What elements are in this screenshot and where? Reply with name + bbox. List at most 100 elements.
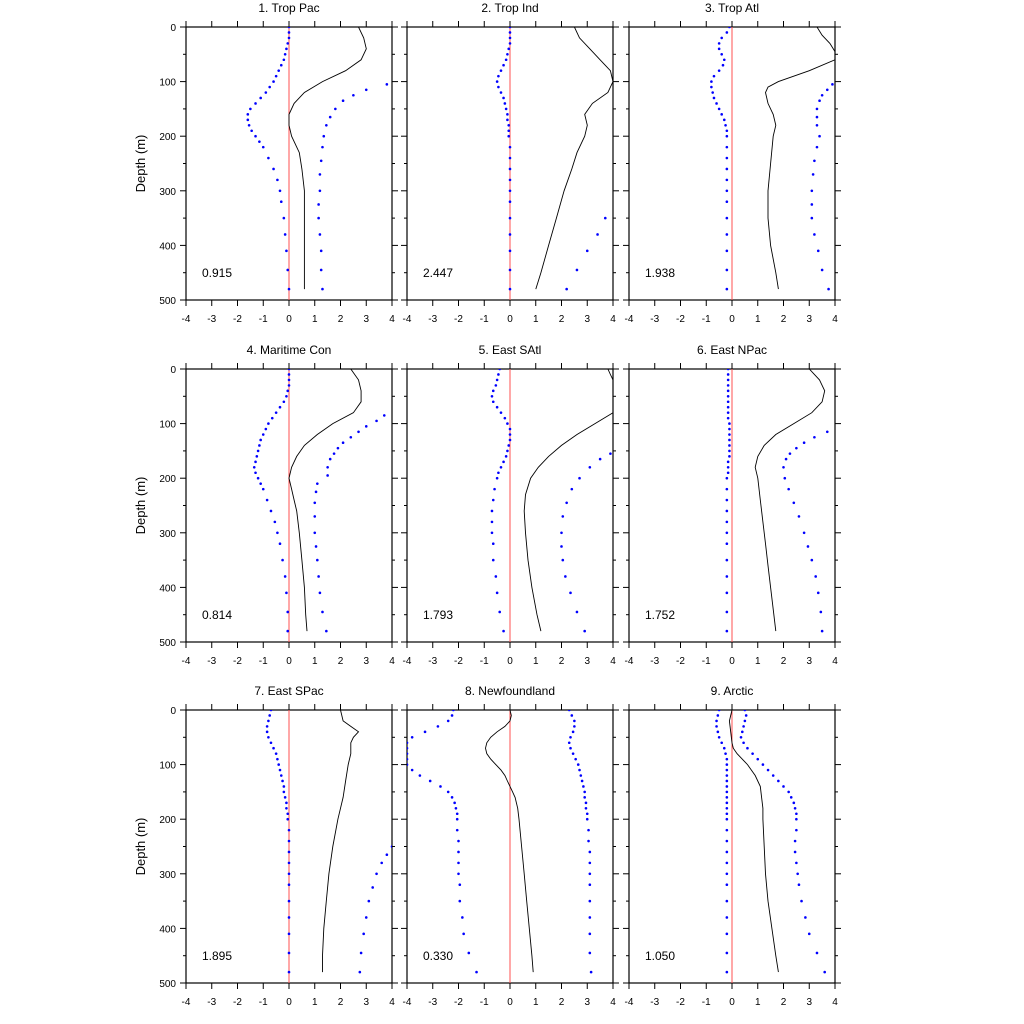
panel-6-dots-right-point (782, 465, 785, 469)
panel-3-dots-right-point (813, 159, 816, 163)
panel-4-dots-left-point (273, 520, 277, 524)
panel-4-dots-right-point (313, 515, 317, 518)
panel-6-dots-right-point (806, 545, 810, 548)
panel-1-ytick-label-1: 100 (159, 78, 176, 89)
panel-3-dots-left-point (728, 27, 731, 29)
panel-3-xtick-label-5: 1 (755, 314, 761, 325)
panel-9-dots-left-point (725, 828, 729, 832)
panel-5-dots-left-point (508, 427, 512, 431)
panel-9-dots-right-point (795, 828, 798, 832)
panel-3-dots-right-point (816, 249, 820, 253)
panel-4-dots-right-point (316, 558, 319, 562)
panel-6-dots-left-point (726, 405, 730, 409)
panel-6-dots-right-point (819, 610, 823, 614)
panel-3-dots-right-point (831, 83, 834, 86)
panel-5-data (490, 369, 613, 642)
panel-2-xtick-label-5: 1 (533, 314, 539, 325)
panel-6-dots-right-point (813, 435, 816, 439)
panel-6-dots-right-point (787, 487, 790, 491)
panel-6-title: 6. East NPac (697, 343, 767, 357)
panel-8-dots-left-point (457, 850, 460, 854)
panel-6-dots-left-point (728, 438, 731, 442)
panel-7-dots-right-point (371, 886, 374, 889)
panel-4-xtick-label-0: -4 (182, 656, 191, 667)
panel-9-dots-right-point (823, 970, 826, 974)
panel-5-xtick-label-2: -2 (454, 656, 463, 667)
panel-7-stat: 1.895 (202, 949, 232, 963)
panel-9-xtick-label-3: -1 (702, 997, 711, 1008)
panel-7-xtick-label-4: 0 (286, 997, 292, 1008)
panel-8-dots-right-point (588, 932, 592, 936)
panel-8-xtick-label-3: -1 (480, 997, 489, 1008)
panel-9-dots-left-point (716, 714, 720, 717)
panel-8-dots-right-point (583, 796, 586, 799)
panel-5-dots-left-point (504, 455, 508, 458)
panel-8-dots-left-point (446, 790, 450, 794)
panel-7-dots-left-point (286, 817, 290, 821)
panel-2-dots-left-point (507, 129, 511, 133)
panel-2-dots-right-point (565, 287, 568, 291)
panel-5-dots-right-point (583, 629, 586, 633)
panel-4-dots-left-point (258, 444, 261, 447)
panel-3-dots-right-point (815, 145, 819, 149)
panel-9-dots-right-point (793, 850, 797, 854)
panel-8-dots-right-point (574, 757, 577, 761)
panel-5-stat: 1.793 (423, 608, 453, 622)
panel-3-xtick-label-4: 0 (729, 314, 735, 325)
panel-2-dots-left-point (508, 167, 512, 171)
panel-3-dots-right-point (813, 233, 816, 236)
panel-1-dots-left-point (250, 129, 253, 133)
panel-8-dots-left-point (410, 736, 414, 739)
panel-8-dots-left-point (457, 872, 460, 876)
panel-8-dots-right-point (585, 812, 589, 816)
panel-5-dots-left-point (490, 395, 494, 398)
panel-2-xtick-label-7: 3 (584, 314, 590, 325)
panel-6-dots-left-point (725, 629, 729, 633)
panel-9-dots-right-point (795, 861, 798, 865)
panel-7-dots-left-point (279, 774, 283, 777)
panel-8-dots-left-point (458, 883, 462, 887)
panel-5-dots-left-point (494, 384, 498, 387)
panel-1-ytick-label-4: 400 (159, 241, 176, 252)
panel-7-dots-left-point (287, 951, 291, 955)
panel-8-dots-left-point (407, 752, 409, 755)
panel-2-dots-left-point (508, 233, 512, 236)
panel-1-dots-right-point (319, 268, 323, 272)
panel-9-dots-right-point (743, 719, 747, 723)
panel-5: 5. East SAtl -4 -3 -2 -1 0 1 2 3 4 1.793 (401, 343, 619, 667)
panel-1-dots-left-point (279, 63, 283, 67)
panel-8-dots-left-point (439, 785, 442, 788)
panel-9-dots-right-point (795, 812, 798, 816)
panel-9-dots-right-point (800, 899, 803, 903)
panel-7-dots-left-point (267, 736, 270, 739)
panel-4-xtick-label-7: 3 (363, 656, 369, 667)
panel-5-dots-left-point (491, 400, 495, 404)
panel-8-data (407, 710, 593, 983)
panel-9-xtick-label-0: -4 (625, 997, 634, 1008)
panel-7-dots-left-point (277, 763, 281, 766)
panel-7-dots-left-point (285, 806, 288, 810)
panel-2-profile-line (535, 27, 613, 290)
panel-4-dots-left-point (286, 629, 290, 633)
panel-4-dots-right-point (313, 501, 317, 505)
panel-9-dots-right-point (777, 779, 780, 783)
panel-4-dots-right-point (316, 482, 319, 485)
panel-5-dots-left-point (503, 416, 507, 420)
panel-9-dots-right-point (743, 710, 747, 712)
panel-8-dots-left-point (457, 839, 460, 843)
panel-1-dots-right-point (318, 233, 322, 236)
panel-8-xtick-label-6: 2 (559, 997, 565, 1008)
panel-8-dots-left-point (454, 806, 458, 810)
panel-9-dots-left-point (725, 768, 729, 772)
panel-1-dots-right-point (364, 88, 368, 92)
panel-2-dots-left-point (502, 63, 505, 67)
panel-7-dots-left-point (287, 839, 291, 843)
panel-5-dots-left-point (498, 610, 502, 614)
panel-8-xtick-label-4: 0 (507, 997, 513, 1008)
panel-5-dots-left-point (490, 531, 494, 535)
panel-2-dots-left-point (508, 145, 512, 149)
panel-9-dots-left-point (716, 730, 720, 734)
panel-5-xtick-label-3: -1 (480, 656, 489, 667)
panel-8-dots-left-point (407, 741, 409, 745)
panel-1-ytick-label-3: 300 (159, 187, 176, 198)
